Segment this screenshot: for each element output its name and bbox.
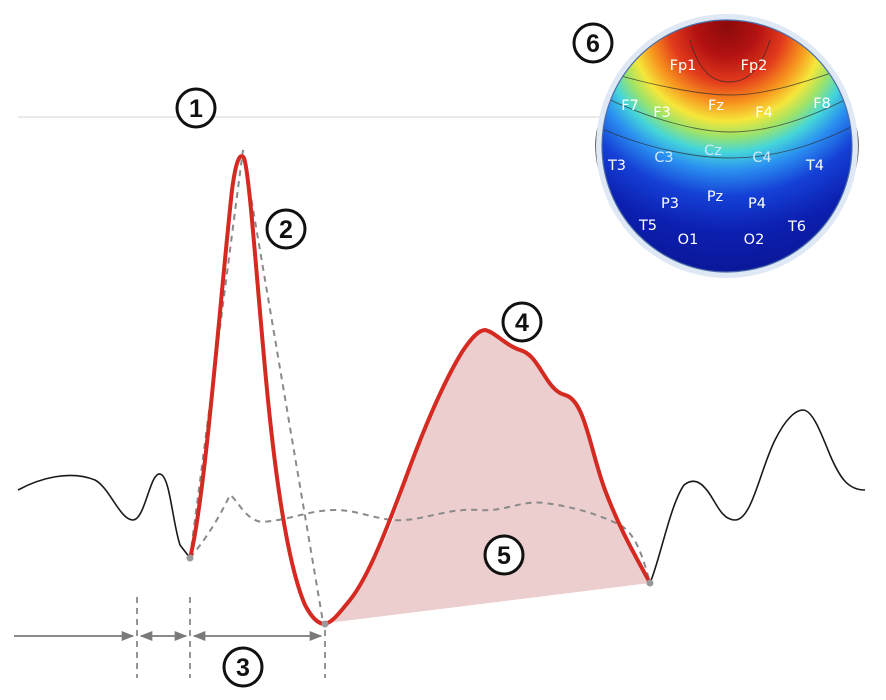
electrode-P4: P4 [748,196,766,212]
marker-1-label: 1 [189,95,203,123]
electrode-Fp2: Fp2 [741,58,768,74]
marker-4: 4 [501,301,543,343]
electrode-C3: C3 [654,150,673,166]
eeg-trace-right [649,409,866,584]
electrode-F3: F3 [653,105,671,121]
marker-2: 2 [265,208,307,250]
scalp-topomap: Fp1 Fp2 F7 F3 Fz F4 F8 T3 C3 Cz C4 T4 P3… [595,14,859,278]
marker-6: 6 [572,22,614,64]
marker-3-label: 3 [236,654,250,682]
electrode-Fp1: Fp1 [670,58,697,74]
dashed-baseline-curve [189,493,651,584]
electrode-Cz: Cz [704,143,722,159]
electrode-O2: O2 [744,232,765,248]
marker-3: 3 [222,646,264,688]
topomap-field [602,20,852,272]
marker-1: 1 [175,87,217,129]
electrode-T5: T5 [638,218,657,234]
electrode-T6: T6 [787,219,806,235]
electrode-T4: T4 [805,158,824,174]
electrode-T3: T3 [607,158,626,174]
electrode-F8: F8 [813,96,831,112]
electrode-P3: P3 [661,196,679,212]
electrode-Fz: Fz [708,98,724,114]
marker-2-label: 2 [279,216,293,244]
electrode-F4: F4 [755,105,773,121]
late-component-area [327,330,650,623]
marker-5: 5 [483,534,525,576]
marker-5-label: 5 [497,542,511,570]
eeg-trace-left [17,473,191,559]
marker-4-label: 4 [515,309,529,337]
marker-6-label: 6 [586,30,600,58]
electrode-F7: F7 [621,98,639,114]
electrode-Pz: Pz [707,189,723,205]
trough-dot [321,620,329,628]
electrode-C4: C4 [752,150,771,166]
electrode-O1: O1 [678,232,699,248]
end-dot [646,579,654,587]
onset-dot [186,554,194,562]
highlighted-spike-wave [188,154,652,626]
